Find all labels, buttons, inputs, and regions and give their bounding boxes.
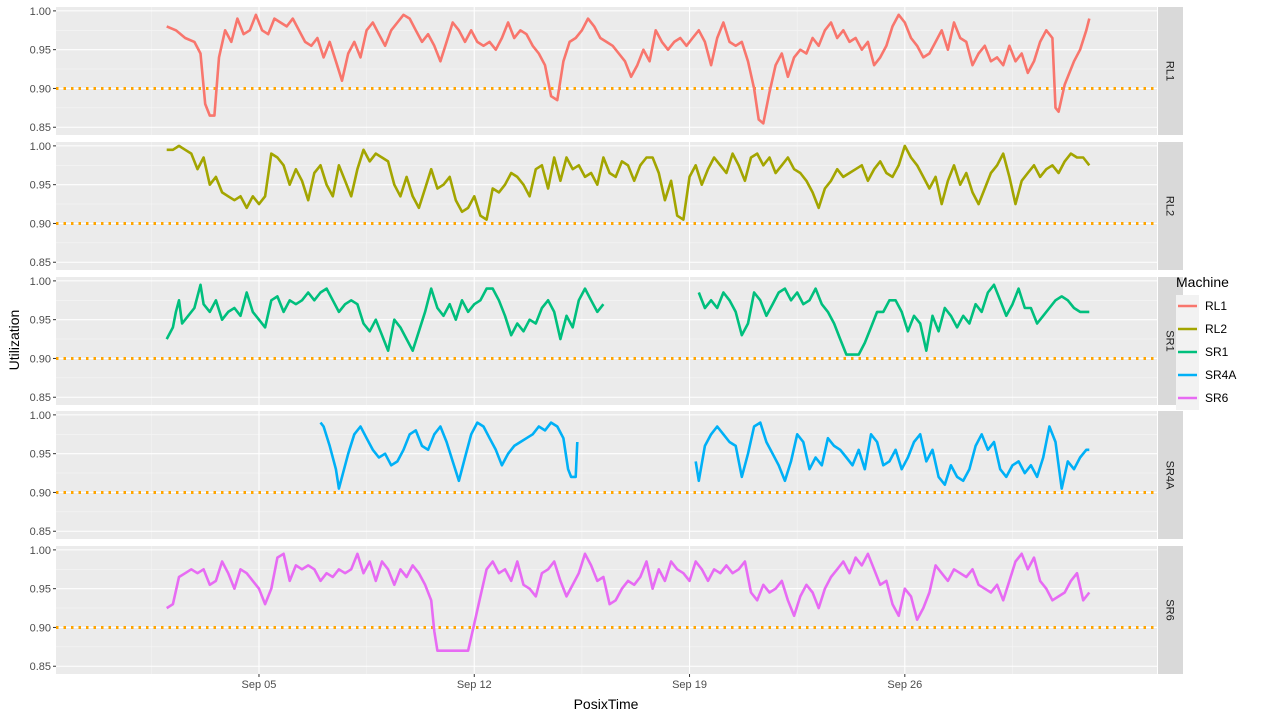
- y-tick-label: 1.00: [30, 410, 51, 422]
- facet-strip: [1158, 546, 1183, 674]
- legend-item-rl1: RL1: [1176, 295, 1227, 318]
- facet-panel-sr4a: 0.85 0.90 0.95 1.00 SR4A: [30, 410, 1183, 539]
- y-tick-label: 0.95: [30, 45, 51, 57]
- facet-panel-sr1: 0.85 0.90 0.95 1.00 SR1: [30, 276, 1183, 405]
- series-line-sr4a: [319, 421, 579, 490]
- y-tick-label: 0.90: [30, 622, 51, 634]
- facet-strip: [1158, 142, 1183, 270]
- legend-label: RL2: [1205, 322, 1227, 336]
- y-tick-label: 0.90: [30, 83, 51, 95]
- x-tick-label: Sep 05: [242, 679, 277, 691]
- y-axis-title: Utilization: [6, 310, 22, 371]
- y-tick-label: 1.00: [30, 276, 51, 288]
- facet-strip-label: SR1: [1164, 330, 1176, 351]
- legend-label: SR1: [1205, 345, 1229, 359]
- y-tick-label: 0.95: [30, 315, 51, 327]
- y-tick-label: 1.00: [30, 545, 51, 557]
- x-tick-label: Sep 12: [457, 679, 492, 691]
- legend-item-sr6: SR6: [1176, 387, 1229, 410]
- series-line-sr4a: [694, 421, 1090, 490]
- facet-panel-rl2: 0.85 0.90 0.95 1.00 RL2: [30, 141, 1183, 270]
- panel-background: [56, 277, 1157, 405]
- panel-background: [56, 411, 1157, 539]
- y-tick-label: 0.90: [30, 218, 51, 230]
- y-tick-label: 0.95: [30, 180, 51, 192]
- legend: Machine RL1 RL2 SR1 SR4A SR6: [1176, 274, 1236, 410]
- y-tick-label: 0.95: [30, 449, 51, 461]
- panel-background: [56, 7, 1157, 135]
- series-line-rl1: [166, 13, 1091, 125]
- facet-strip-label: RL2: [1164, 196, 1176, 216]
- panel-background: [56, 546, 1157, 674]
- y-tick-label: 0.90: [30, 353, 51, 365]
- series-line-rl2: [166, 144, 1091, 221]
- facet-panels: 0.850.900.951.00RL10.850.900.951.00RL20.…: [30, 6, 1183, 674]
- facet-strip-label: RL1: [1164, 61, 1176, 81]
- series-line-sr1: [697, 283, 1090, 356]
- facet-panel-rl1: 0.85 0.90 0.95 1.00 RL1: [30, 6, 1183, 135]
- legend-label: SR4A: [1205, 368, 1236, 382]
- x-tick-label: Sep 19: [672, 679, 707, 691]
- facet-strip-label: SR6: [1164, 599, 1176, 620]
- x-axis: Sep 05 Sep 12 Sep 19 Sep 26: [242, 674, 922, 691]
- x-axis-title: PosixTime: [574, 696, 639, 712]
- y-tick-label: 0.85: [30, 526, 51, 538]
- y-tick-label: 0.95: [30, 584, 51, 596]
- y-tick-label: 0.85: [30, 122, 51, 134]
- y-tick-label: 0.90: [30, 487, 51, 499]
- facet-strip: [1158, 411, 1183, 539]
- panel-background: [56, 142, 1157, 270]
- legend-label: SR6: [1205, 391, 1229, 405]
- y-tick-label: 0.85: [30, 257, 51, 269]
- legend-title: Machine: [1176, 274, 1229, 290]
- facet-panel-sr6: 0.85 0.90 0.95 1.00 SR6: [30, 545, 1183, 674]
- y-tick-label: 0.85: [30, 661, 51, 673]
- x-tick-label: Sep 26: [887, 679, 922, 691]
- y-tick-label: 1.00: [30, 6, 51, 18]
- legend-item-sr4a: SR4A: [1176, 364, 1236, 387]
- y-tick-label: 1.00: [30, 141, 51, 153]
- legend-item-sr1: SR1: [1176, 341, 1229, 364]
- series-line-sr1: [165, 283, 605, 352]
- legend-item-rl2: RL2: [1176, 318, 1227, 341]
- y-tick-label: 0.85: [30, 392, 51, 404]
- legend-label: RL1: [1205, 299, 1227, 313]
- series-line-sr6: [166, 552, 1091, 652]
- facet-strip: [1158, 7, 1183, 135]
- facet-strip-label: SR4A: [1164, 461, 1176, 490]
